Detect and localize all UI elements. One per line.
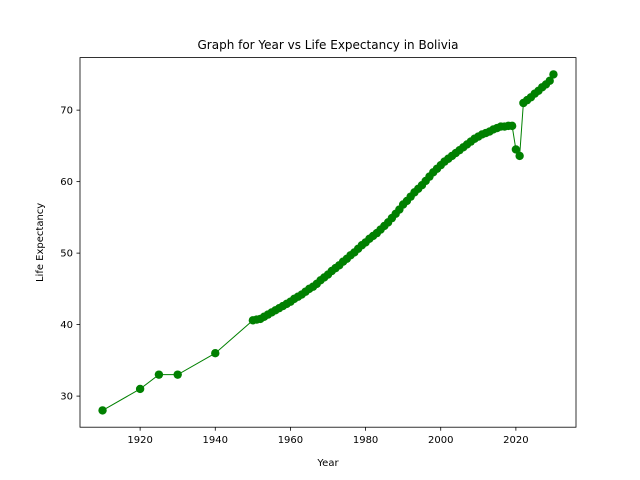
marker bbox=[98, 406, 107, 415]
marker bbox=[154, 370, 164, 379]
marker bbox=[173, 370, 182, 379]
plot-frame bbox=[79, 57, 577, 428]
y-tick-label: 60 bbox=[60, 177, 73, 188]
x-tick-label: 1940 bbox=[203, 435, 228, 446]
marker bbox=[511, 145, 521, 154]
y-tick-label: 30 bbox=[60, 392, 73, 403]
y-tick-label: 40 bbox=[60, 320, 73, 331]
y-tick-label: 70 bbox=[60, 106, 73, 117]
line bbox=[102, 74, 554, 411]
marker bbox=[549, 70, 558, 79]
x-tick-label: 1980 bbox=[353, 435, 378, 446]
x-tick-label: 2020 bbox=[503, 435, 528, 446]
chart-title: Graph for Year vs Life Expectancy in Bol… bbox=[197, 38, 458, 52]
x-tick-label: 2000 bbox=[428, 435, 453, 446]
y-tick-label: 50 bbox=[60, 249, 73, 260]
marker bbox=[545, 76, 554, 86]
y-axis-label: Life Expectancy bbox=[35, 203, 46, 282]
marker bbox=[211, 349, 220, 358]
marker bbox=[507, 121, 517, 131]
marker bbox=[515, 151, 524, 161]
marker bbox=[135, 384, 145, 394]
x-axis-label: Year bbox=[316, 458, 339, 469]
x-tick-label: 1920 bbox=[127, 435, 152, 446]
x-tick-label: 1960 bbox=[278, 435, 303, 446]
